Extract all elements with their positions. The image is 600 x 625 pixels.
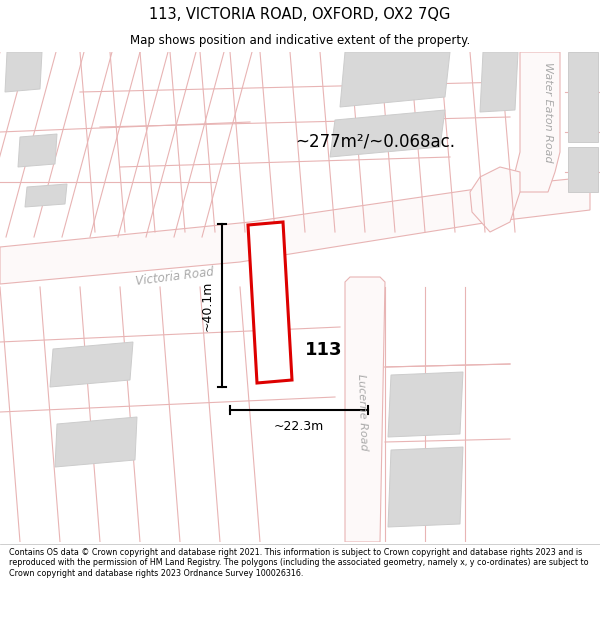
Polygon shape (568, 147, 598, 192)
Text: Map shows position and indicative extent of the property.: Map shows position and indicative extent… (130, 34, 470, 47)
Polygon shape (55, 417, 137, 467)
Polygon shape (25, 184, 67, 207)
Text: Victoria Road: Victoria Road (135, 266, 215, 288)
Text: ~22.3m: ~22.3m (274, 420, 324, 433)
Polygon shape (388, 447, 463, 527)
Polygon shape (388, 372, 463, 437)
Polygon shape (50, 342, 133, 387)
Polygon shape (568, 52, 598, 142)
Polygon shape (345, 277, 385, 542)
Text: 113: 113 (305, 341, 343, 359)
Text: 113, VICTORIA ROAD, OXFORD, OX2 7QG: 113, VICTORIA ROAD, OXFORD, OX2 7QG (149, 7, 451, 22)
Polygon shape (330, 110, 445, 157)
Polygon shape (248, 222, 292, 383)
Text: Water Eaton Road: Water Eaton Road (543, 62, 553, 162)
Polygon shape (18, 134, 57, 167)
Polygon shape (470, 167, 520, 232)
Polygon shape (510, 52, 560, 192)
Polygon shape (0, 177, 590, 284)
Polygon shape (340, 52, 450, 107)
Text: Contains OS data © Crown copyright and database right 2021. This information is : Contains OS data © Crown copyright and d… (9, 548, 589, 578)
Text: ~277m²/~0.068ac.: ~277m²/~0.068ac. (295, 133, 455, 151)
Polygon shape (5, 52, 42, 92)
Polygon shape (480, 52, 518, 112)
Text: Lucerne Road: Lucerne Road (356, 374, 368, 451)
Text: ~40.1m: ~40.1m (201, 280, 214, 331)
Polygon shape (0, 52, 600, 542)
